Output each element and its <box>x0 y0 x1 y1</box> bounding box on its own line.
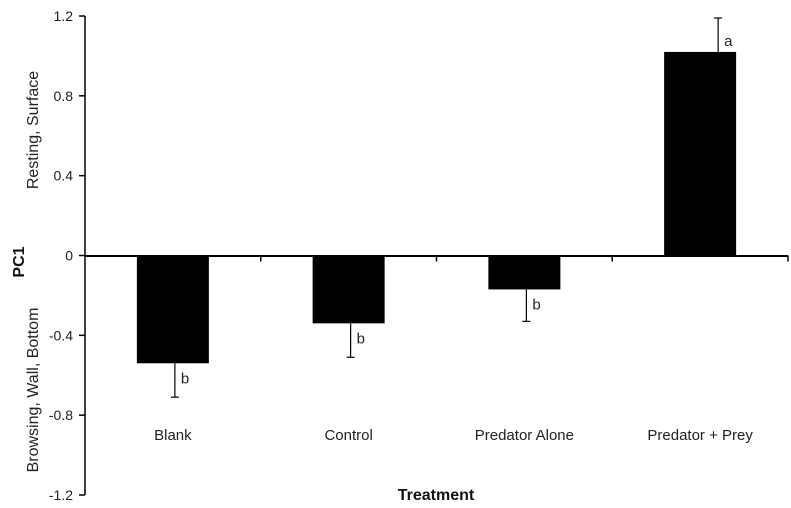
significance-label: b <box>181 370 189 387</box>
error-bars <box>170 17 723 398</box>
significance-label: b <box>357 330 365 347</box>
bar <box>488 255 561 290</box>
y-tick-label: 0 <box>65 248 73 264</box>
bar <box>664 51 737 256</box>
significance-label: b <box>532 296 540 313</box>
y-axis-title: PC1 <box>11 246 28 277</box>
x-ticks <box>260 255 789 262</box>
bar <box>136 255 209 364</box>
y-axis-lower-label: Browsing, Wall, Bottom <box>25 308 42 473</box>
category-label: Control <box>324 427 372 444</box>
y-tick-label: 1.2 <box>54 8 74 24</box>
category-label: Blank <box>154 427 192 444</box>
significance-label: a <box>724 33 733 50</box>
bars <box>136 51 737 364</box>
category-labels: Blank Control Predator Alone Predator + Pre… <box>154 427 753 444</box>
significance-labels: b b b a <box>181 33 733 387</box>
x-axis-title: Treatment <box>398 487 475 504</box>
y-tick-label: 0.8 <box>54 88 74 104</box>
y-tick-label: -0.8 <box>49 407 73 423</box>
y-ticks: -1.2 -0.8 -0.4 0 0.4 0.8 1.2 <box>49 8 85 503</box>
category-label: Predator + Prey <box>647 427 753 444</box>
y-tick-label: -0.4 <box>49 327 73 343</box>
y-tick-label: -1.2 <box>49 487 73 503</box>
y-axis-upper-label: Resting, Surface <box>25 71 42 189</box>
y-tick-label: 0.4 <box>54 168 74 184</box>
category-label: Predator Alone <box>475 427 574 444</box>
bar <box>312 255 385 324</box>
